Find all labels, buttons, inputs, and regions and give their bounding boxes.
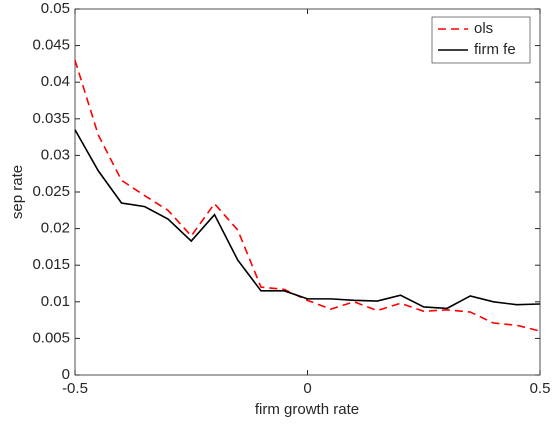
- y-tick-label: 0.03: [41, 146, 70, 163]
- plot-area: [74, 8, 541, 376]
- y-axis-label: sep rate: [9, 165, 26, 219]
- y-tick-label: 0.015: [32, 256, 70, 273]
- x-tick-label: 0.5: [530, 380, 551, 397]
- x-tick-label: -0.5: [62, 380, 88, 397]
- y-tick-label: 0.045: [32, 37, 70, 54]
- y-tick-label: 0.005: [32, 329, 70, 346]
- legend-label: ols: [474, 20, 493, 37]
- legend-label: firm fe: [474, 41, 516, 58]
- y-tick-label: 0.05: [41, 0, 70, 17]
- y-tick-label: 0.035: [32, 110, 70, 127]
- legend: ols firm fe: [431, 16, 531, 64]
- legend-box: [431, 16, 531, 64]
- data-line: [74, 60, 541, 332]
- y-tick-label: 0.02: [41, 220, 70, 237]
- x-axis-label: firm growth rate: [255, 401, 359, 418]
- y-tick-label: 0.01: [41, 293, 70, 310]
- y-tick-label: 0.04: [41, 73, 70, 90]
- data-line: [74, 129, 541, 310]
- y-tick-label: 0: [62, 366, 70, 383]
- x-tick-label: 0: [303, 380, 311, 397]
- y-tick-label: 0.025: [32, 183, 70, 200]
